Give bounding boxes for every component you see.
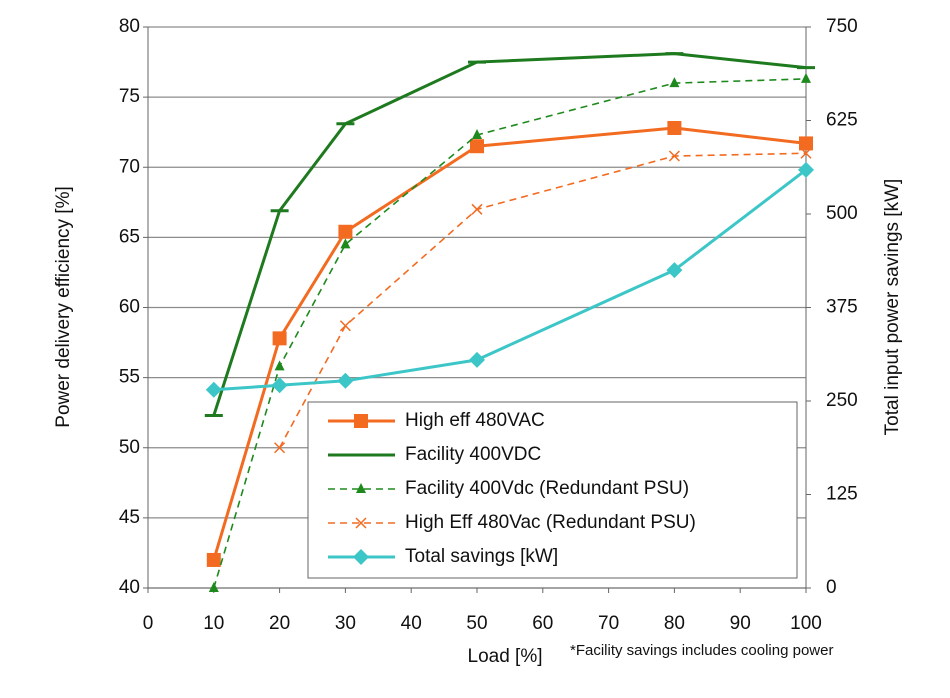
marker — [274, 442, 286, 454]
marker — [471, 203, 483, 215]
x-tick-label: 60 — [532, 613, 553, 634]
y-tick-label: 70 — [119, 156, 140, 177]
marker — [801, 72, 811, 83]
y-tick-label: 45 — [119, 507, 140, 528]
marker — [668, 150, 680, 162]
y2-tick-label: 250 — [826, 390, 858, 411]
marker — [798, 161, 814, 178]
y-tick-label: 65 — [119, 226, 140, 247]
legend-label: Facility 400VDC — [405, 444, 541, 465]
series-line — [212, 52, 807, 416]
marker — [469, 351, 485, 368]
series-line — [213, 78, 807, 589]
y2-tick-label: 500 — [826, 203, 858, 224]
x-tick-label: 50 — [466, 613, 487, 634]
x-tick-label: 20 — [269, 613, 290, 634]
y2-tick-label: 0 — [826, 577, 837, 598]
marker — [338, 224, 353, 239]
y2-tick-label: 375 — [826, 297, 858, 318]
marker — [800, 147, 812, 159]
marker — [666, 262, 683, 279]
marker — [339, 320, 351, 332]
marker — [274, 360, 285, 371]
x-tick-label: 40 — [401, 613, 422, 634]
x-tick-label: 80 — [664, 613, 685, 634]
legend-label: Facility 400Vdc (Redundant PSU) — [405, 478, 689, 499]
marker — [337, 372, 354, 389]
legend-box — [307, 401, 798, 579]
legend-label: High eff 480VAC — [405, 410, 545, 431]
x-tick-label: 10 — [203, 613, 224, 634]
marker — [272, 331, 287, 346]
x-axis-title: Load [%] — [468, 646, 543, 667]
marker — [340, 238, 351, 249]
x-tick-label: 70 — [598, 613, 619, 634]
marker — [669, 77, 680, 88]
marker — [470, 139, 484, 154]
marker — [206, 552, 221, 567]
marker — [208, 582, 219, 592]
marker — [356, 483, 366, 493]
series-line — [213, 168, 807, 392]
series-line — [212, 126, 807, 561]
marker — [271, 377, 288, 394]
y2-tick-label: 625 — [826, 110, 858, 131]
marker — [799, 136, 813, 151]
x-tick-label: 100 — [790, 613, 822, 634]
y2-tick-label: 125 — [826, 484, 858, 505]
marker — [472, 128, 482, 139]
y-tick-label: 75 — [119, 86, 140, 107]
marker — [667, 120, 682, 135]
marker — [354, 414, 368, 428]
y-tick-label: 40 — [119, 577, 140, 598]
y-tick-label: 50 — [119, 437, 140, 458]
y-tick-label: 60 — [119, 297, 140, 318]
x-tick-label: 30 — [335, 613, 356, 634]
x-tick-label: 0 — [143, 613, 154, 634]
legend-label: Total savings [kW] — [405, 546, 558, 567]
y2-axis-title: Total input power savings [kW] — [882, 179, 903, 436]
y-tick-label: 80 — [119, 16, 140, 37]
y2-tick-label: 750 — [826, 16, 858, 37]
x-tick-label: 90 — [730, 613, 751, 634]
legend: High eff 480VAC Facility 400VDC Facility 4… — [307, 401, 798, 579]
footnote: *Facility savings includes cooling power — [570, 642, 833, 659]
marker — [205, 381, 222, 398]
marker — [353, 549, 369, 565]
marker — [355, 517, 367, 529]
y-tick-label: 55 — [119, 367, 140, 388]
y-axis-title: Power delivery efficiency [%] — [53, 186, 74, 427]
legend-label: High Eff 480Vac (Redundant PSU) — [405, 512, 696, 533]
